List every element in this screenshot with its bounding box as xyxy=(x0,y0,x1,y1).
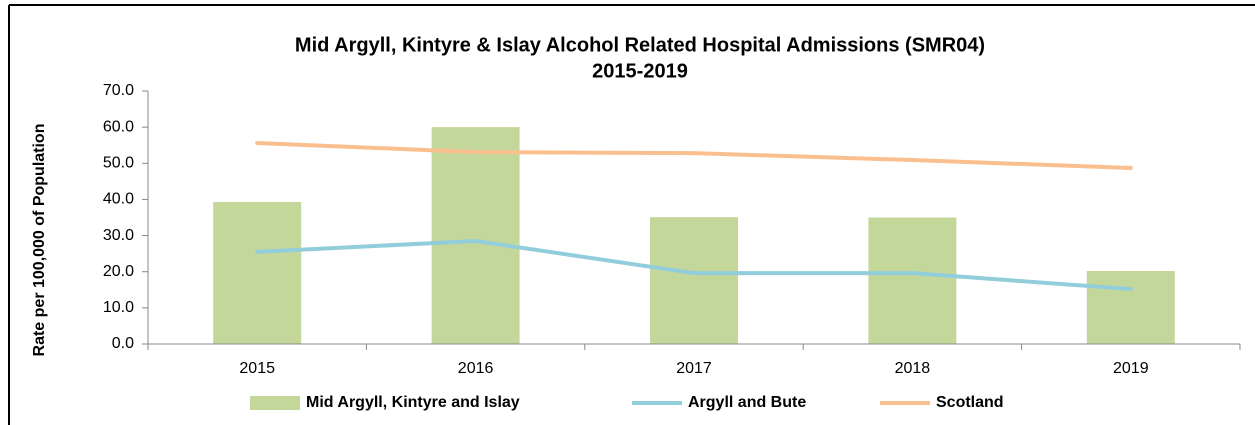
legend-label: Scotland xyxy=(936,394,1004,411)
y-tick-label: 20.0 xyxy=(103,263,134,280)
chart-title: Mid Argyll, Kintyre & Islay Alcohol Rela… xyxy=(295,34,985,56)
legend-label: Mid Argyll, Kintyre and Islay xyxy=(306,394,520,411)
x-tick-label: 2018 xyxy=(895,360,931,377)
line xyxy=(255,141,1133,170)
bar xyxy=(650,217,738,344)
y-tick-label: 70.0 xyxy=(103,82,134,99)
chart-title: 2015-2019 xyxy=(592,60,688,82)
y-tick-label: 40.0 xyxy=(103,191,134,208)
x-tick-label: 2017 xyxy=(676,360,712,377)
line xyxy=(255,238,1133,292)
legend-label: Argyll and Bute xyxy=(688,394,806,411)
y-tick-label: 0.0 xyxy=(112,335,134,352)
y-tick-label: 60.0 xyxy=(103,118,134,135)
x-tick-label: 2019 xyxy=(1113,360,1149,377)
bar xyxy=(868,217,957,344)
x-tick-label: 2016 xyxy=(458,360,494,377)
y-tick-label: 10.0 xyxy=(103,299,134,316)
y-tick-label: 50.0 xyxy=(103,155,134,172)
bar xyxy=(213,201,302,344)
bar xyxy=(431,127,520,345)
y-tick-label: 30.0 xyxy=(103,227,134,244)
y-axis-label: Rate per 100,000 of Population xyxy=(31,124,48,357)
legend-swatch xyxy=(250,396,300,410)
bar xyxy=(1086,270,1175,344)
x-tick-label: 2015 xyxy=(239,360,275,377)
